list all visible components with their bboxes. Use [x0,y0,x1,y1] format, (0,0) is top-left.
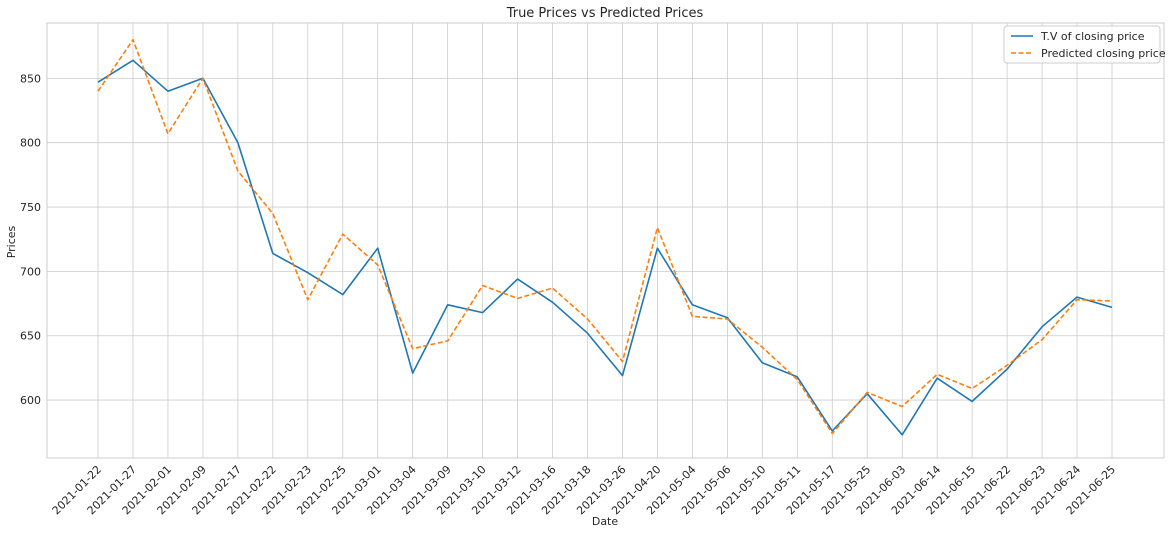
grid-lines [47,23,1164,458]
y-axis-label: Prices [5,225,18,258]
y-tick-label: 700 [20,265,41,278]
x-axis-label: Date [592,515,619,528]
plot-area [46,22,1165,459]
y-tick-label: 600 [20,394,41,407]
y-tick-labels: 600 650 700 750 800 850 [20,72,41,407]
series-line-predicted [97,38,1113,435]
y-tick-label: 650 [20,330,41,343]
y-tick-label: 750 [20,201,41,214]
legend-box [1003,25,1161,64]
legend-entry-true: T.V of closing price [1040,30,1145,43]
legend-entry-predicted: Predicted closing price [1041,47,1166,60]
chart-title: True Prices vs Predicted Prices [506,6,704,21]
x-tick-labels: 2021-01-222021-01-272021-02-012021-02-09… [50,463,1118,517]
series-layer [97,38,1113,436]
series-line-true [97,59,1113,436]
y-tick-label: 850 [20,72,41,85]
legend: T.V of closing price Predicted closing p… [1003,25,1166,64]
plot-frame [46,22,1165,459]
y-tick-label: 800 [20,137,41,150]
